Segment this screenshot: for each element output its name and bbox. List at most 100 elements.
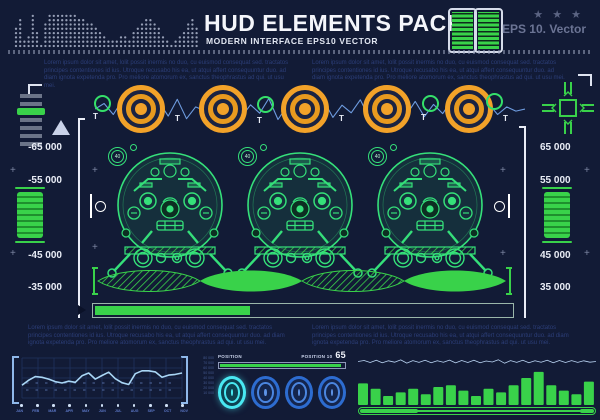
vertical-slider[interactable]	[17, 94, 45, 150]
line-chart-plot	[21, 357, 183, 399]
target-button[interactable]	[317, 376, 346, 409]
month-label: APR	[65, 409, 73, 413]
target-button[interactable]	[284, 376, 313, 409]
plus-mark: +	[584, 248, 590, 259]
y-axis-label: 40 000	[203, 376, 214, 380]
y-axis-label: 60 000	[203, 366, 214, 370]
plus-mark: +	[10, 248, 16, 259]
equalizer-bars	[358, 371, 594, 405]
position-panel: POSITION POSITION 10 65	[218, 350, 346, 409]
progress-pointer	[78, 305, 86, 315]
scale-value: -65 000	[28, 142, 62, 153]
plus-mark: +	[584, 165, 590, 176]
month-label: JUL	[114, 409, 122, 413]
month-label: AUG	[130, 409, 139, 413]
green-ring-icon	[94, 95, 111, 112]
scale-value: -55 000	[28, 175, 62, 186]
green-ring-icon	[257, 96, 274, 113]
gauge-badge: 40	[108, 147, 127, 166]
green-band-slider[interactable]	[358, 407, 596, 415]
noise-waveform	[358, 359, 596, 364]
target-button[interactable]	[251, 376, 280, 409]
paragraph: Lorem ipsum dolor sit amet, lolit possit…	[28, 325, 285, 347]
position-10-label: POSITION 10	[301, 354, 333, 359]
main-progress-bar[interactable]	[92, 303, 514, 318]
month-label: JAN	[16, 409, 24, 413]
month-label: NOV	[180, 409, 188, 413]
month-label: MAR	[48, 409, 57, 413]
position-value: 65	[335, 350, 346, 360]
t-tick: T	[339, 114, 344, 123]
crosshair-icon[interactable]	[540, 80, 596, 136]
speaker-icon	[199, 85, 247, 133]
level-gauge	[542, 187, 572, 243]
speaker-icon	[363, 85, 411, 133]
right-separator	[519, 126, 526, 318]
scale-value: 45 000	[540, 250, 571, 261]
scale-value: -45 000	[28, 250, 62, 261]
plus-mark: +	[10, 165, 16, 176]
t-tick: T	[421, 113, 426, 122]
paragraph: Lorem ipsum dolor sit amet, lolit possit…	[44, 60, 289, 89]
gauge-dot-icon	[390, 144, 397, 151]
ruler-divider	[8, 50, 592, 54]
rating-stars-icon: ★ ★ ★	[533, 9, 584, 21]
chart-bracket	[12, 356, 19, 404]
scale-value: -35 000	[28, 282, 62, 293]
green-ring-icon	[422, 95, 439, 112]
y-axis-label: 50 000	[203, 371, 214, 375]
y-axis-label: 30 000	[203, 381, 214, 385]
month-label: SEP	[147, 409, 155, 413]
month-label: JUN	[98, 409, 106, 413]
scale-value: 55 000	[540, 175, 571, 186]
y-axis-label: 10 000	[203, 391, 214, 395]
monthly-line-chart: JAN FEB MAR APR MAY JUN JUL AUG SEP OCT NOV	[12, 356, 196, 414]
speaker-icon	[445, 85, 493, 133]
axis-dots	[20, 404, 184, 407]
battery-icon	[474, 8, 503, 53]
green-ring-icon	[486, 93, 503, 110]
scale-value: 65 000	[540, 142, 571, 153]
left-gauge-marker	[90, 194, 106, 218]
speaker-icon	[281, 85, 329, 133]
position-progress-bar[interactable]	[218, 362, 346, 369]
header-dot-equalizer	[14, 14, 198, 48]
level-gauge	[15, 187, 45, 243]
speaker-icon	[117, 85, 165, 133]
slider-knob[interactable]	[17, 108, 45, 115]
left-separator	[78, 118, 85, 318]
gauge-dot-icon	[130, 144, 137, 151]
t-tick: T	[93, 112, 98, 121]
plus-mark: +	[500, 248, 506, 259]
paragraph: Lorem ipsum dolor sit amet, lolit possit…	[312, 325, 569, 347]
y-axis-labels: 80 000 70 000 60 000 50 000 40 000 30 000 20 0…	[198, 356, 214, 396]
corner-bracket	[578, 74, 592, 86]
robot-face-gauges	[106, 151, 494, 279]
month-axis: JAN FEB MAR APR MAY JUN JUL AUG SEP OCT NOV	[16, 409, 188, 413]
paragraph: Lorem ipsum dolor sit amet, lolit possit…	[312, 60, 565, 82]
right-gauge-marker	[494, 194, 510, 218]
corner-bracket	[28, 84, 42, 96]
triangle-marker	[52, 120, 70, 135]
chart-bracket	[181, 356, 188, 404]
position-label: POSITION	[218, 354, 242, 359]
plus-mark: +	[500, 165, 506, 176]
month-label: FEB	[32, 409, 40, 413]
eps-badge: EPS 10. Vector	[501, 22, 586, 36]
page-title: HUD ELEMENTS PACK	[204, 10, 464, 36]
gauge-badge: 40	[368, 147, 387, 166]
month-label: OCT	[163, 409, 172, 413]
scale-value: 35 000	[540, 282, 571, 293]
gauge-badge: 40	[238, 147, 257, 166]
month-label: MAY	[82, 409, 90, 413]
gauge-dot-icon	[260, 144, 267, 151]
lens-wave	[92, 267, 512, 295]
progress-fill	[95, 306, 251, 315]
plus-mark: +	[92, 242, 98, 253]
y-axis-label: 20 000	[203, 386, 214, 390]
y-axis-label: 70 000	[203, 361, 214, 365]
battery-icon	[448, 8, 477, 53]
target-button-active[interactable]	[218, 376, 247, 409]
page-subtitle: MODERN INTERFACE EPS10 VECTOR	[206, 36, 379, 46]
